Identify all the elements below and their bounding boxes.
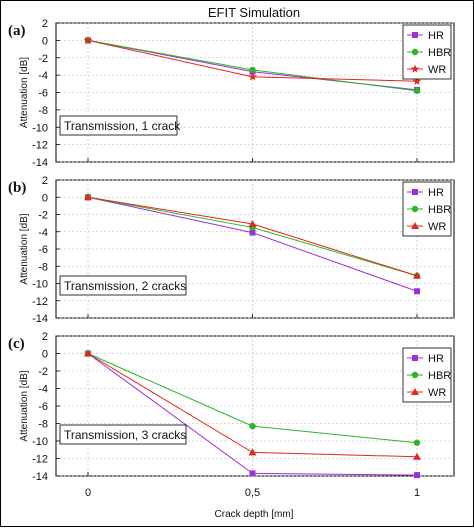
legend-marker-hr (412, 32, 418, 38)
data-point-wr (83, 35, 93, 45)
y-tick-label: -10 (32, 279, 48, 291)
y-tick-label: -12 (32, 296, 48, 308)
legend-label-hr: HR (428, 187, 444, 199)
legend-label-wr: WR (428, 221, 446, 233)
y-tick-label: -8 (38, 261, 48, 273)
chart-title: EFIT Simulation (208, 5, 300, 20)
y-axis-label: Attenuation [dB] (19, 57, 30, 128)
data-point-hr (414, 288, 420, 295)
y-tick-label: 2 (42, 175, 48, 187)
legend-marker-hr (412, 355, 418, 361)
y-tick-label: 0 (42, 349, 48, 361)
legend-marker-hbr (411, 48, 419, 56)
data-point-wr (84, 349, 92, 357)
y-tick-label: -2 (38, 366, 48, 378)
y-tick-label: -12 (32, 140, 48, 152)
y-tick-label: 2 (42, 331, 48, 343)
legend: HR HBR WR (402, 347, 452, 403)
panels: 2 0 -2 -4 -6 -8 -10 -12 -14 Attenuation [dB] (a) Tr… (8, 18, 455, 520)
legend: HR HBR WR (402, 24, 452, 80)
panel-3: 2 0 -2 -4 -6 -8 -10 -12 -14 Attenuation [dB] (c) Tr… (8, 331, 455, 520)
legend-label-hbr: HBR (428, 204, 451, 216)
data-point-hbr (249, 422, 256, 430)
annotation-text: Transmission, 2 cracks (64, 279, 186, 293)
y-tick-label: -6 (38, 244, 48, 256)
data-point-wr (248, 219, 257, 227)
y-tick-label: -8 (38, 105, 48, 117)
legend-label-hr: HR (428, 30, 444, 42)
annotation-box (59, 424, 187, 445)
legend-marker-wr (411, 388, 419, 395)
y-axis-label: Attenuation [dB] (19, 370, 30, 441)
data-point-wr (248, 448, 257, 456)
data-point-hbr (249, 66, 256, 74)
data-point-wr (413, 271, 421, 279)
x-tick-label: 0,5 (245, 487, 260, 499)
y-tick-label: 2 (42, 18, 48, 30)
legend-label-hr: HR (428, 353, 444, 365)
y-tick-label: -4 (38, 227, 48, 239)
series-wr (84, 193, 421, 279)
panel-label: (a) (8, 23, 26, 39)
y-tick-label: -2 (38, 210, 48, 222)
legend: HR HBR WR (402, 181, 452, 237)
plot-area (55, 179, 455, 319)
y-tick-label: -10 (32, 122, 48, 134)
y-tick-label: 0 (42, 192, 48, 204)
legend-marker-wr (410, 64, 420, 73)
y-tick-label: -10 (32, 436, 48, 448)
y-tick-label: 0 (42, 35, 48, 47)
data-point-hr (249, 470, 256, 477)
series-wr (83, 35, 422, 85)
series-wr (84, 349, 421, 460)
y-tick-label: -14 (32, 157, 48, 169)
x-tick-label: 0 (85, 487, 91, 499)
y-tick-label: -8 (38, 419, 48, 431)
y-axis-label: Attenuation [dB] (19, 213, 30, 284)
legend-label-wr: WR (428, 64, 446, 76)
legend-marker-hr (412, 189, 418, 195)
legend-label-hbr: HBR (428, 370, 451, 382)
data-point-hbr (413, 87, 421, 94)
data-point-wr (412, 76, 422, 85)
annotation: Transmission, 1 crack (59, 115, 181, 136)
annotation-box (59, 275, 187, 296)
data-point-hr (249, 229, 256, 236)
y-tick-label: -14 (32, 471, 48, 483)
legend-label-hbr: HBR (428, 47, 451, 59)
data-point-hr (414, 472, 420, 479)
y-tick-label: -6 (38, 88, 48, 100)
data-point-wr (84, 193, 92, 201)
annotation-text: Transmission, 3 cracks (64, 428, 186, 442)
y-tick-label: -2 (38, 53, 48, 65)
x-tick-label: 1 (414, 487, 420, 499)
data-point-wr (248, 72, 257, 81)
annotation: Transmission, 3 cracks (59, 424, 187, 445)
data-point-hbr (413, 439, 421, 446)
legend-marker-wr (411, 222, 419, 229)
legend-label-wr: WR (428, 387, 446, 399)
y-tick-label: -4 (38, 384, 48, 396)
y-tick-label: -12 (32, 454, 48, 466)
annotation-box (59, 115, 178, 136)
y-tick-label: -6 (38, 401, 48, 413)
panel-1: 2 0 -2 -4 -6 -8 -10 -12 -14 Attenuation [dB] (a) Tr… (8, 18, 455, 169)
y-tick-label: -14 (32, 313, 48, 325)
x-axis-label: Crack depth [mm] (215, 509, 294, 520)
y-tick-label: -4 (38, 70, 48, 82)
annotation-text: Transmission, 1 crack (64, 119, 181, 133)
legend-marker-hbr (411, 205, 419, 213)
data-point-wr (413, 452, 421, 460)
plot-area (55, 22, 455, 163)
panel-label: (c) (8, 336, 25, 352)
annotation: Transmission, 2 cracks (59, 275, 187, 296)
panel-2: 2 0 -2 -4 -6 -8 -10 -12 -14 Attenuation [dB] (b) Tr… (8, 175, 455, 325)
panel-label: (b) (8, 180, 26, 196)
legend-marker-hbr (411, 371, 419, 379)
